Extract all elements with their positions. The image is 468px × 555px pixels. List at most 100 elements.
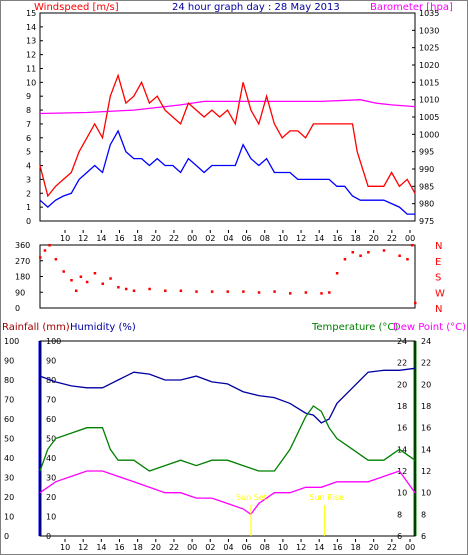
wind-x-tick-label: 16 [332, 234, 342, 243]
wind-x-tick-label: 18 [133, 234, 143, 243]
direction-point [335, 272, 339, 275]
wind-x-tick-label: 14 [314, 234, 324, 243]
direction-point [62, 270, 65, 273]
direction-point [320, 292, 323, 295]
temperature-tick-label: 14 [397, 445, 407, 454]
barometer-tick-label: 995 [419, 148, 434, 157]
temp-x-tick-label: 20 [151, 543, 161, 552]
barometer-line [39, 99, 416, 115]
rainfall-tick-label: 50 [4, 435, 14, 444]
barometer-tick-label: 1030 [419, 26, 439, 35]
sunrise-label: Sun Rise [309, 493, 344, 502]
windspeed-tick-label: 0 [26, 217, 31, 226]
humidity-tick-label: 90 [46, 357, 56, 366]
windspeed-tick-label: 1 [26, 203, 31, 212]
dewpoint-tick-label: 8 [421, 510, 426, 519]
barometer-tick-label: 1000 [419, 130, 439, 139]
rainfall-tick-label: 0 [4, 532, 9, 541]
humidity-tick-label: 30 [46, 474, 56, 483]
humidity-tick-label: 70 [46, 396, 56, 405]
temperature-tick-label: 20 [397, 380, 407, 389]
barometer-tick-label: 1005 [419, 113, 439, 122]
wind-x-tick-label: 12 [78, 234, 88, 243]
direction-point [195, 290, 198, 293]
temperature-tick-label: 12 [397, 467, 407, 476]
windspeed-tick-label: 3 [26, 175, 31, 184]
dewpoint-tick-label: 18 [421, 402, 431, 411]
wind-x-tick-label: 06 [242, 234, 252, 243]
temp-x-tick-label: 18 [133, 543, 143, 552]
direction-point [242, 290, 245, 293]
wind-x-tick-label: 12 [296, 234, 306, 243]
dewpoint-tick-label: 16 [421, 424, 431, 433]
windspeed-tick-label: 12 [26, 51, 36, 60]
barometer-tick-label: 975 [419, 217, 434, 226]
wind-x-tick-label: 16 [114, 234, 124, 243]
compass-label: S [435, 273, 441, 284]
direction-tick-label: 90 [15, 288, 25, 297]
direction-point [226, 290, 229, 293]
windspeed-tick-label: 10 [26, 78, 36, 87]
dewpoint-tick-label: 6 [421, 532, 426, 541]
windspeed-tick-label: 6 [26, 134, 31, 143]
humidity-tick-label: 20 [46, 493, 56, 502]
temp-x-tick-label: 20 [369, 543, 379, 552]
direction-point [414, 301, 417, 305]
windspeed-tick-label: 13 [26, 37, 36, 46]
direction-point [164, 289, 167, 292]
direction-point [54, 258, 58, 261]
humidity-tick-label: 50 [46, 435, 56, 444]
direction-point [74, 289, 78, 292]
humidity-tick-label: 10 [46, 513, 56, 522]
direction-point [343, 258, 347, 261]
direction-point [406, 258, 409, 261]
temp-x-tick-label: 02 [205, 543, 215, 552]
direction-point [124, 287, 128, 291]
temp-x-tick-label: 16 [332, 543, 342, 552]
temperature-tick-label: 18 [397, 402, 407, 411]
temperature-tick-label: 22 [397, 359, 407, 368]
humidity-tick-label: 100 [46, 337, 61, 346]
barometer-tick-label: 985 [419, 182, 434, 191]
humidity-line [39, 367, 416, 424]
direction-point [109, 277, 112, 280]
windspeed-tick-label: 14 [26, 23, 36, 32]
barometer-tick-label: 980 [419, 200, 434, 209]
barometer-tick-label: 1025 [419, 44, 439, 53]
direction-tick-label: 270 [15, 257, 30, 266]
direction-tick-label: 360 [15, 241, 30, 250]
barometer-tick-label: 990 [419, 165, 434, 174]
barometer-tick-label: 1015 [419, 78, 439, 87]
direction-point [367, 251, 370, 254]
dewpoint-tick-label: 14 [421, 445, 431, 454]
direction-point [359, 254, 362, 257]
wind-x-tick-label: 08 [260, 234, 270, 243]
temp-x-tick-label: 14 [314, 543, 324, 552]
direction-point [39, 256, 42, 259]
barometer-tick-label: 1035 [419, 9, 439, 18]
direction-tick-label: 0 [15, 304, 20, 313]
temp-x-tick-label: 08 [260, 543, 270, 552]
temp-x-tick-label: 18 [351, 543, 361, 552]
rainfall-tick-label: 20 [4, 493, 14, 502]
barometer-axis-label: Barometer [hpa] [370, 2, 453, 13]
humidity-tick-label: 40 [46, 454, 56, 463]
temperature-tick-label: 8 [397, 510, 402, 519]
windspeed-tick-label: 8 [26, 106, 31, 115]
temperature-line [39, 405, 416, 472]
wind-x-tick-label: 00 [187, 234, 197, 243]
dewpoint-tick-label: 10 [421, 489, 431, 498]
compass-label: E [435, 257, 441, 268]
temp-x-tick-label: 04 [223, 543, 233, 552]
windspeed-tick-label: 5 [26, 148, 31, 157]
temp-x-tick-label: 22 [387, 543, 397, 552]
humidity-tick-label: 60 [46, 415, 56, 424]
rainfall-tick-label: 10 [4, 513, 14, 522]
temp-x-tick-label: 10 [278, 543, 288, 552]
direction-point [351, 251, 354, 254]
dewpoint-axis-label: Dew Point (°C) [393, 322, 466, 333]
direction-point [410, 244, 414, 247]
temperature-tick-label: 16 [397, 424, 407, 433]
